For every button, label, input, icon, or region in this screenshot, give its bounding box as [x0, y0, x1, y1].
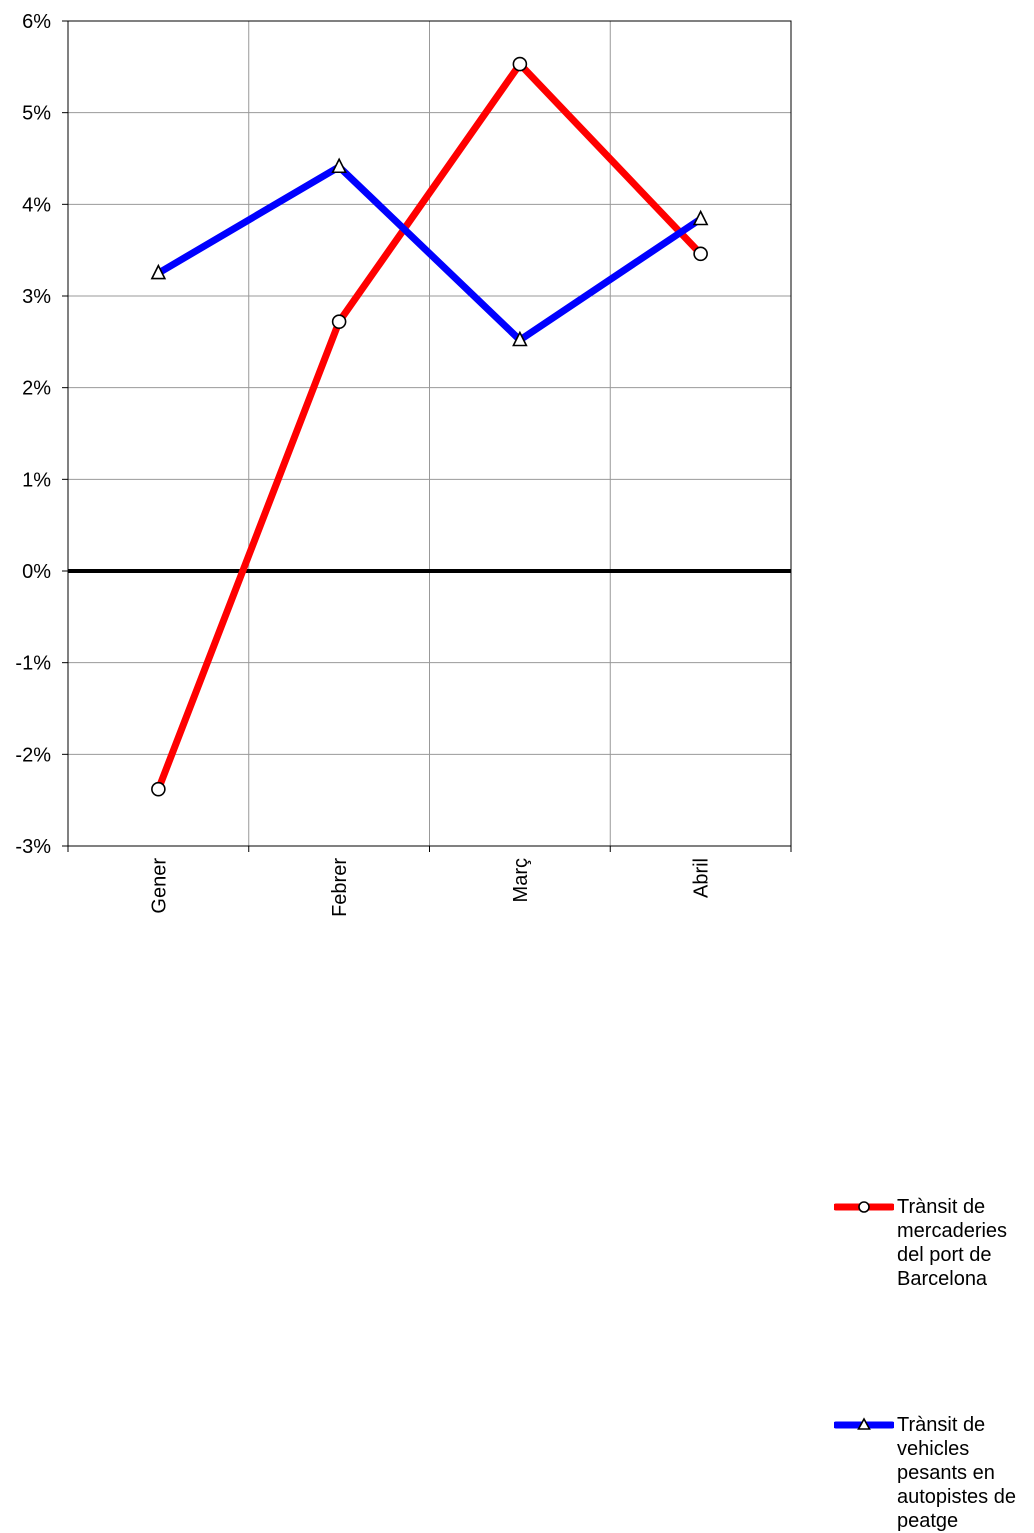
- series-markers: [150, 56, 709, 797]
- chart: -3% -2% -1% 0% 1% 2% 3% 4% 5% 6% Gener Febrer Març A…: [15, 11, 1016, 1532]
- y-axis: -3% -2% -1% 0% 1% 2% 3% 4% 5% 6%: [15, 11, 68, 858]
- y-tick-label: 6%: [22, 11, 51, 33]
- x-tick-label: Abril: [691, 858, 713, 898]
- x-tick-label: Març: [510, 858, 532, 902]
- legend-swatch-circle-icon: [834, 1201, 894, 1213]
- y-tick-label: 0%: [22, 561, 51, 583]
- data-point-circle: [151, 781, 166, 797]
- series-line-1: [156, 162, 703, 345]
- y-tick-label: 5%: [22, 103, 51, 125]
- y-tick-label: 1%: [22, 469, 51, 491]
- data-point-circle: [693, 246, 708, 262]
- data-point-circle: [331, 314, 347, 329]
- data-point-triangle: [331, 157, 347, 174]
- line-chart: -3% -2% -1% 0% 1% 2% 3% 4% 5% 6% Gener Febrer Març A…: [15, 11, 792, 917]
- y-tick-label: -3%: [15, 836, 51, 858]
- x-tick-label: Febrer: [329, 858, 351, 917]
- legend-label: Trànsit de vehicles pesants en autopiste…: [897, 1414, 1016, 1532]
- y-tick-label: -2%: [15, 744, 51, 766]
- circle-marker-icon: [858, 1201, 870, 1213]
- data-point-triangle: [512, 330, 528, 347]
- y-tick-label: 4%: [22, 194, 51, 216]
- gridlines: [68, 21, 791, 846]
- x-axis: Gener Febrer Març Abril: [67, 846, 792, 917]
- legend-swatch-triangle-icon: [834, 1417, 894, 1430]
- data-point-triangle: [150, 263, 167, 280]
- y-tick-label: 2%: [22, 378, 51, 400]
- y-tick-label: 3%: [22, 286, 51, 308]
- series-line-0: [155, 58, 704, 791]
- series-lines: [155, 58, 704, 791]
- x-tick-label: Gener: [148, 858, 170, 914]
- data-point-circle: [512, 56, 528, 72]
- y-tick-label: -1%: [15, 653, 51, 675]
- data-point-triangle: [692, 209, 709, 226]
- legend-label: Trànsit de mercaderies del port de Barce…: [897, 1196, 1008, 1290]
